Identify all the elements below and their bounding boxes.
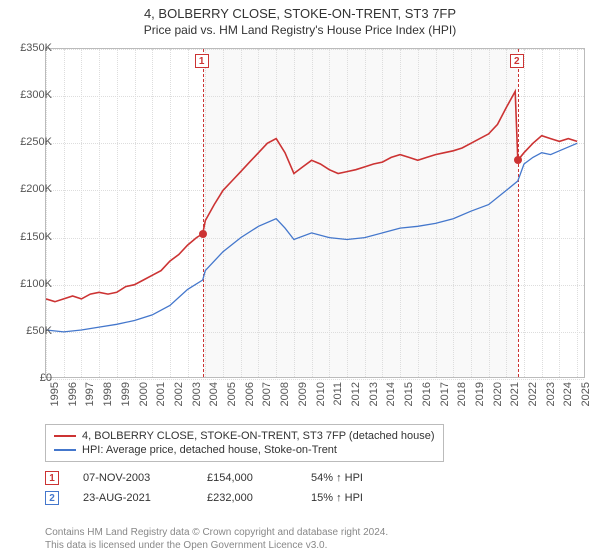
sale-marker-box: 2 [510,54,524,68]
x-tick-label: 2015 [403,382,415,406]
x-tick-label: 2006 [244,382,256,406]
sale-marker-box: 1 [195,54,209,68]
sales-row: 1 07-NOV-2003 £154,000 54% ↑ HPI [45,468,411,488]
x-tick-label: 1998 [102,382,114,406]
x-tick-label: 2008 [279,382,291,406]
y-tick-label: £100K [20,278,52,290]
x-tick-label: 2019 [474,382,486,406]
chart-title: 4, BOLBERRY CLOSE, STOKE-ON-TRENT, ST3 7… [0,0,600,21]
sales-table: 1 07-NOV-2003 £154,000 54% ↑ HPI 2 23-AUG-202… [45,468,411,508]
series-hpi [46,143,577,332]
x-tick-label: 2001 [155,382,167,406]
x-tick-label: 1999 [120,382,132,406]
legend-row: HPI: Average price, detached house, Stok… [54,443,435,457]
x-tick-label: 2013 [368,382,380,406]
x-tick-label: 2000 [138,382,150,406]
x-tick-label: 2010 [315,382,327,406]
y-tick-label: £50K [26,325,52,337]
sales-row-date: 07-NOV-2003 [83,472,183,484]
x-tick-label: 2018 [456,382,468,406]
chart-container: 4, BOLBERRY CLOSE, STOKE-ON-TRENT, ST3 7… [0,0,600,560]
sales-row-price: £232,000 [207,492,287,504]
legend-swatch [54,435,76,437]
x-tick-label: 2023 [545,382,557,406]
x-tick-label: 1995 [49,382,61,406]
x-tick-label: 2002 [173,382,185,406]
line-series-svg [46,49,586,379]
sales-row-pct: 54% ↑ HPI [311,472,411,484]
sale-dot [514,156,522,164]
sale-dot [199,230,207,238]
x-tick-label: 2016 [421,382,433,406]
sales-row: 2 23-AUG-2021 £232,000 15% ↑ HPI [45,488,411,508]
y-tick-label: £200K [20,183,52,195]
plot-area [45,48,585,378]
legend-label: 4, BOLBERRY CLOSE, STOKE-ON-TRENT, ST3 7… [82,430,435,442]
x-tick-label: 2014 [385,382,397,406]
x-tick-label: 2025 [580,382,592,406]
sales-row-marker: 2 [45,491,59,505]
sales-row-marker: 1 [45,471,59,485]
y-tick-label: £300K [20,89,52,101]
x-tick-label: 2012 [350,382,362,406]
x-tick-label: 2011 [332,382,344,406]
x-tick-label: 2004 [208,382,220,406]
sales-row-price: £154,000 [207,472,287,484]
y-tick-label: £350K [20,42,52,54]
x-tick-label: 2020 [492,382,504,406]
x-tick-label: 2007 [261,382,273,406]
x-tick-label: 2024 [562,382,574,406]
legend-swatch [54,449,76,451]
series-price_paid [46,91,577,301]
footer-line-1: Contains HM Land Registry data © Crown c… [45,526,388,539]
legend-row: 4, BOLBERRY CLOSE, STOKE-ON-TRENT, ST3 7… [54,429,435,443]
sales-row-pct: 15% ↑ HPI [311,492,411,504]
x-tick-label: 2017 [439,382,451,406]
x-tick-label: 2021 [509,382,521,406]
footer-attribution: Contains HM Land Registry data © Crown c… [45,526,388,552]
x-tick-label: 2005 [226,382,238,406]
x-tick-label: 2003 [191,382,203,406]
x-tick-label: 1996 [67,382,79,406]
chart-subtitle: Price paid vs. HM Land Registry's House … [0,21,600,37]
legend-label: HPI: Average price, detached house, Stok… [82,444,337,456]
y-tick-label: £150K [20,231,52,243]
x-tick-label: 2022 [527,382,539,406]
x-tick-label: 1997 [84,382,96,406]
legend: 4, BOLBERRY CLOSE, STOKE-ON-TRENT, ST3 7… [45,424,444,462]
y-tick-label: £250K [20,136,52,148]
footer-line-2: This data is licensed under the Open Gov… [45,539,388,552]
gridline-h [46,379,584,380]
x-tick-label: 2009 [297,382,309,406]
sales-row-date: 23-AUG-2021 [83,492,183,504]
